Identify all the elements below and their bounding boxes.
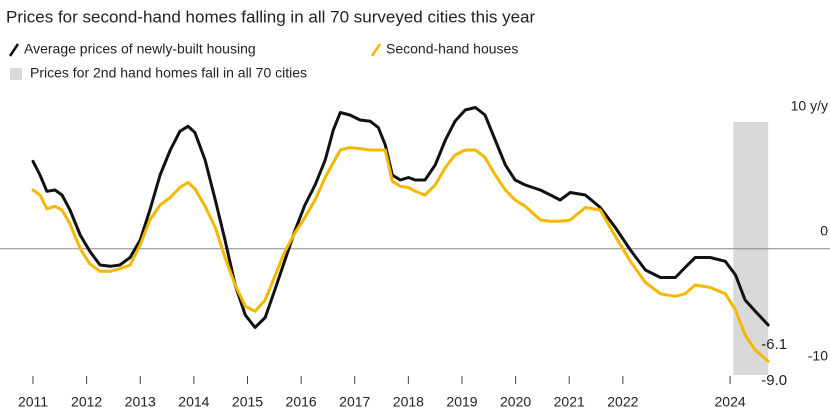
y-tick-label: -10 bbox=[808, 347, 828, 363]
x-tick-label: 2016 bbox=[286, 394, 317, 410]
legend-label: Prices for 2nd hand homes fall in all 70… bbox=[30, 65, 307, 81]
x-tick-label: 2021 bbox=[554, 394, 585, 410]
x-tick-label: 2017 bbox=[339, 394, 370, 410]
legend-swatch bbox=[10, 68, 22, 80]
x-tick-label: 2019 bbox=[446, 394, 477, 410]
series-line bbox=[31, 106, 770, 329]
x-tick-label: 2012 bbox=[71, 394, 102, 410]
legend-swatch bbox=[8, 43, 20, 57]
y-tick-label: 0 bbox=[820, 222, 828, 238]
y-tick-label: 10 y/y bbox=[791, 97, 828, 113]
legend-label: Average prices of newly-built housing bbox=[24, 41, 256, 57]
series-line bbox=[31, 146, 770, 363]
x-tick-label: 2011 bbox=[18, 394, 48, 410]
chart-title: Prices for second-hand homes falling in … bbox=[6, 7, 535, 26]
x-tick-label: 2018 bbox=[393, 394, 424, 410]
end-label: -6.1 bbox=[761, 336, 787, 353]
legend-swatch bbox=[370, 43, 382, 57]
x-tick-label: 2022 bbox=[607, 394, 638, 410]
end-label: -9.0 bbox=[761, 372, 787, 389]
x-tick-label: 2015 bbox=[232, 394, 263, 410]
legend-label: Second-hand houses bbox=[386, 41, 518, 57]
x-tick-label: 2020 bbox=[500, 394, 531, 410]
x-tick-label: 2014 bbox=[178, 394, 209, 410]
x-tick-label: 2013 bbox=[125, 394, 156, 410]
x-tick-label: 2024 bbox=[715, 394, 746, 410]
